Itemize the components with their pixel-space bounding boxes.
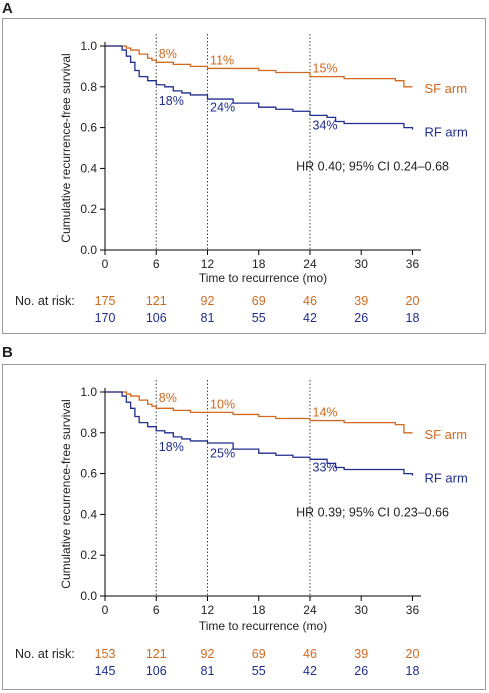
panel-a-at-risk-sf: 69 [252, 294, 266, 308]
panel-b-at-risk-rf: 55 [252, 664, 266, 678]
panel-b-y-tick-label: 0.6 [80, 467, 97, 481]
panel-b-x-axis-label: Time to recurrence (mo) [199, 619, 327, 633]
panel-a-at-risk-sf: 92 [201, 294, 215, 308]
panel-a-x-tick-label: 36 [406, 257, 420, 271]
panel-a-annotation-sf: 15% [313, 62, 338, 76]
panel-b-y-axis-label: Cumulative recurrence-free survival [59, 399, 73, 588]
panel-b-at-risk-rf: 18 [406, 664, 420, 678]
panel-b-hr-text: HR 0.39; 95% CI 0.23–0.66 [296, 505, 449, 519]
panel-a-y-tick-label: 0.2 [80, 202, 97, 216]
panel-a-y-tick-label: 1.0 [80, 39, 97, 53]
panel-a-at-risk-rf: 106 [146, 311, 167, 325]
panel-b-at-risk-rf: 26 [354, 664, 368, 678]
panel-a-at-risk-rf: 81 [201, 311, 215, 325]
panel-b-x-tick-label: 18 [252, 603, 266, 617]
panel-b-y-tick-label: 1.0 [80, 385, 97, 399]
panel-a-series-label-sf: SF arm [424, 81, 467, 96]
panel-b-annotation-rf: 25% [210, 446, 235, 460]
panel-a-at-risk-sf: 121 [146, 294, 167, 308]
panel-b-x-tick-label: 24 [303, 603, 317, 617]
panel-a-at-risk-rf: 18 [406, 311, 420, 325]
panel-b-series-label-sf: SF arm [424, 427, 467, 442]
panel-a-curve-sf [105, 45, 413, 88]
panel-a-y-tick-label: 0.4 [80, 161, 97, 175]
panel-b-y-tick-label: 0.2 [80, 548, 97, 562]
panel-a-at-risk-sf: 175 [95, 294, 116, 308]
panel-a-x-tick-label: 6 [153, 257, 160, 271]
panel-b-y-tick-label: 0.4 [80, 507, 97, 521]
panel-a-at-risk-sf: 46 [303, 294, 317, 308]
panel-a-x-axis-label: Time to recurrence (mo) [199, 271, 327, 285]
panel-b-curve-rf [105, 391, 414, 476]
panel-a-x-tick-label: 18 [252, 257, 266, 271]
panel-b-curve-sf [105, 391, 413, 434]
panel-a-at-risk-sf: 20 [406, 294, 420, 308]
panel-a-x-tick-label: 24 [303, 257, 317, 271]
panel-a-at-risk-rf: 26 [354, 311, 368, 325]
panel-a-at-risk-sf: 39 [354, 294, 368, 308]
panel-a-y-tick-label: 0.0 [80, 243, 97, 257]
panel-b-at-risk-rf: 106 [146, 664, 167, 678]
panel-a-at-risk-label: No. at risk: [15, 294, 75, 308]
panel-b-at-risk-sf: 46 [303, 647, 317, 661]
panel-b-x-tick-label: 36 [406, 603, 420, 617]
panel-a-series-label-rf: RF arm [424, 125, 467, 140]
panel-b-y-tick-label: 0.0 [80, 589, 97, 603]
panel-label-a: A [2, 0, 13, 17]
panel-a-x-tick-label: 12 [201, 257, 215, 271]
panel-a-annotation-sf: 8% [159, 47, 177, 61]
panel-a-annotation-rf: 34% [313, 119, 338, 133]
panel-b-annotation-sf: 8% [159, 391, 177, 405]
panel-b-at-risk-sf: 153 [95, 647, 116, 661]
panel-b-at-risk-rf: 42 [303, 664, 317, 678]
panel-b-at-risk-sf: 39 [354, 647, 368, 661]
panel-a-annotation-rf: 24% [210, 100, 235, 114]
panel-b-at-risk-rf: 81 [201, 664, 215, 678]
panel-b-annotation-sf: 10% [210, 397, 235, 411]
panel-a-annotation-sf: 11% [210, 53, 234, 67]
panel-b-at-risk-sf: 69 [252, 647, 266, 661]
panel-a-curve-rf [105, 45, 414, 130]
panel-a-at-risk-rf: 55 [252, 311, 266, 325]
panel-b-annotation-rf: 18% [159, 440, 184, 454]
panel-b-at-risk-sf: 121 [146, 647, 167, 661]
panel-b-at-risk-label: No. at risk: [15, 647, 75, 661]
panel-b-annotation-sf: 14% [313, 405, 338, 419]
panel-b-x-tick-label: 0 [102, 603, 109, 617]
panel-a-x-tick-label: 0 [102, 257, 109, 271]
panel-a-box [2, 18, 486, 334]
panel-b-x-tick-label: 30 [355, 603, 369, 617]
panel-b-at-risk-sf: 20 [406, 647, 420, 661]
panel-b-x-tick-label: 12 [201, 603, 215, 617]
panel-b-x-tick-label: 6 [153, 603, 160, 617]
panel-b-at-risk-sf: 92 [201, 647, 215, 661]
panel-a-y-tick-label: 0.8 [80, 80, 97, 94]
panel-a-annotation-rf: 18% [159, 94, 184, 108]
panel-b-at-risk-rf: 145 [95, 664, 116, 678]
panel-a-x-tick-label: 30 [355, 257, 369, 271]
panel-a-hr-text: HR 0.40; 95% CI 0.24–0.68 [296, 159, 449, 173]
panel-a-at-risk-rf: 170 [95, 311, 116, 325]
panel-b-box [2, 364, 486, 690]
panel-a-y-axis-label: Cumulative recurrence-free survival [59, 53, 73, 242]
panel-b-annotation-rf: 33% [313, 461, 338, 475]
panel-b-series-label-rf: RF arm [424, 471, 467, 486]
panel-a-y-tick-label: 0.6 [80, 121, 97, 135]
panel-label-b: B [2, 344, 13, 361]
panel-a-at-risk-rf: 42 [303, 311, 317, 325]
panel-b-y-tick-label: 0.8 [80, 426, 97, 440]
